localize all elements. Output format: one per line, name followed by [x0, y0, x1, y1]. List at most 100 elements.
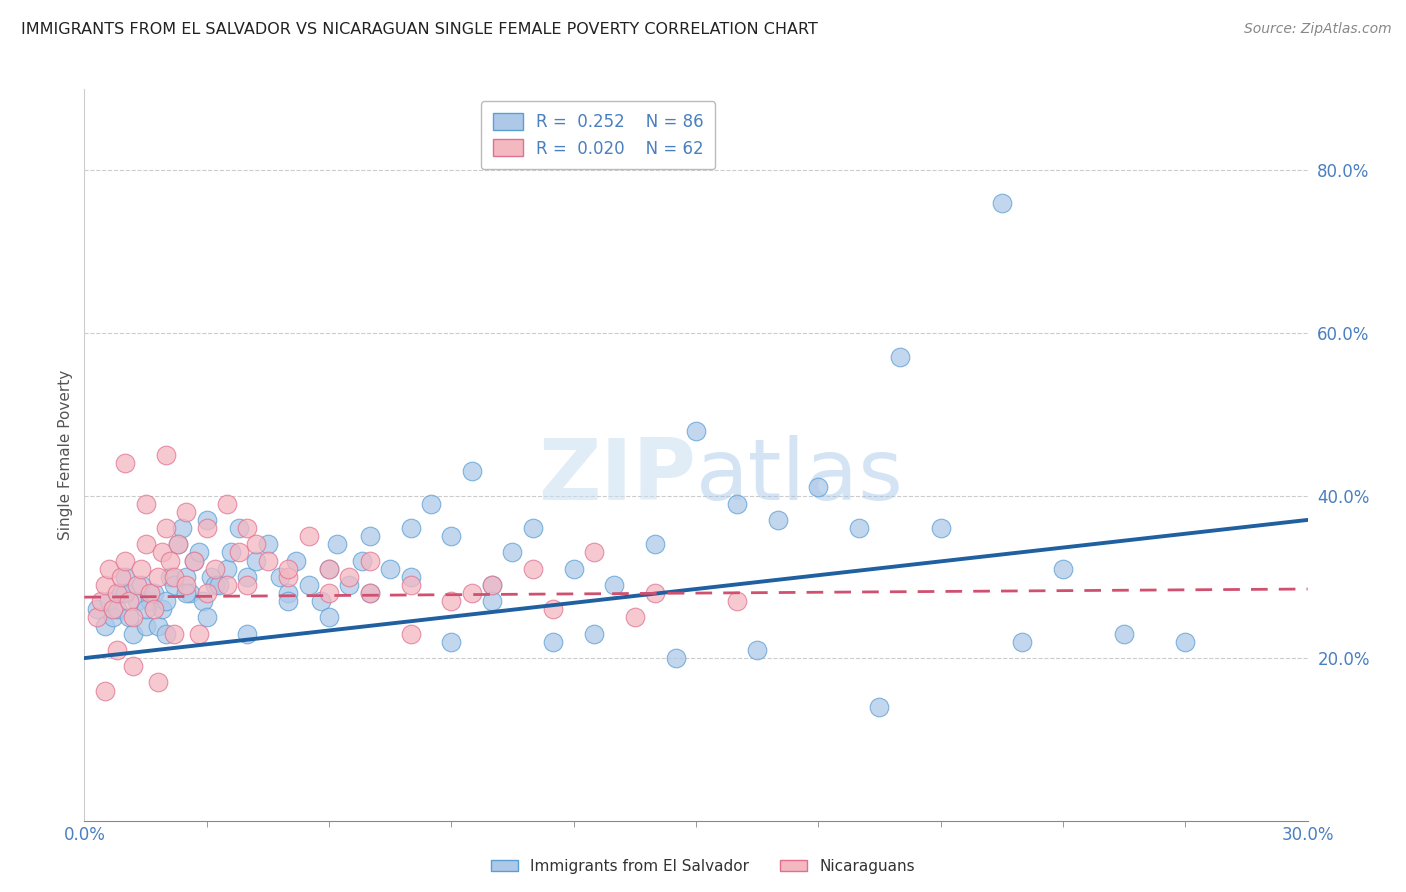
Point — [245, 537, 267, 551]
Point — [285, 553, 308, 567]
Point — [195, 610, 218, 624]
Point — [105, 643, 128, 657]
Point — [359, 529, 381, 543]
Point — [114, 586, 136, 600]
Point — [399, 626, 422, 640]
Point — [174, 578, 197, 592]
Point — [217, 562, 239, 576]
Legend: R =  0.252    N = 86, R =  0.020    N = 62: R = 0.252 N = 86, R = 0.020 N = 62 — [481, 101, 716, 169]
Point — [502, 545, 524, 559]
Text: ZIP: ZIP — [538, 435, 696, 518]
Point — [543, 635, 565, 649]
Point — [122, 626, 145, 640]
Point — [138, 586, 160, 600]
Point — [440, 594, 463, 608]
Point — [399, 578, 422, 592]
Point — [101, 602, 124, 616]
Point — [359, 553, 381, 567]
Point — [543, 602, 565, 616]
Point — [131, 578, 153, 592]
Point — [350, 553, 373, 567]
Point — [150, 602, 173, 616]
Point — [562, 562, 585, 576]
Point — [228, 521, 250, 535]
Point — [118, 594, 141, 608]
Point — [163, 578, 186, 592]
Y-axis label: Single Female Poverty: Single Female Poverty — [58, 370, 73, 540]
Point — [135, 537, 157, 551]
Point — [105, 602, 128, 616]
Point — [869, 699, 891, 714]
Point — [195, 521, 218, 535]
Point — [318, 562, 340, 576]
Point — [195, 586, 218, 600]
Point — [339, 578, 361, 592]
Point — [236, 626, 259, 640]
Point — [187, 545, 209, 559]
Point — [309, 594, 332, 608]
Point — [257, 553, 280, 567]
Point — [163, 626, 186, 640]
Point — [114, 570, 136, 584]
Point — [318, 586, 340, 600]
Point — [399, 570, 422, 584]
Point — [236, 521, 259, 535]
Point — [93, 618, 115, 632]
Point — [142, 586, 165, 600]
Point — [298, 529, 321, 543]
Point — [122, 659, 145, 673]
Point — [1011, 635, 1033, 649]
Point — [195, 513, 218, 527]
Point — [114, 553, 136, 567]
Point — [174, 570, 197, 584]
Point — [146, 570, 169, 584]
Point — [146, 675, 169, 690]
Point — [440, 529, 463, 543]
Point — [155, 521, 177, 535]
Point — [807, 480, 830, 494]
Point — [208, 578, 231, 592]
Point — [685, 424, 707, 438]
Point — [86, 610, 108, 624]
Point — [318, 562, 340, 576]
Point — [1174, 635, 1197, 649]
Point — [991, 196, 1014, 211]
Point — [277, 594, 299, 608]
Point — [174, 505, 197, 519]
Point — [217, 497, 239, 511]
Point — [440, 635, 463, 649]
Point — [326, 537, 349, 551]
Point — [150, 545, 173, 559]
Point — [179, 586, 201, 600]
Point — [766, 513, 789, 527]
Point — [105, 586, 128, 600]
Point — [183, 553, 205, 567]
Point — [929, 521, 952, 535]
Point — [318, 610, 340, 624]
Point — [269, 570, 291, 584]
Point — [257, 537, 280, 551]
Point — [583, 545, 606, 559]
Point — [163, 570, 186, 584]
Point — [122, 610, 145, 624]
Point — [339, 570, 361, 584]
Point — [90, 594, 112, 608]
Text: IMMIGRANTS FROM EL SALVADOR VS NICARAGUAN SINGLE FEMALE POVERTY CORRELATION CHAR: IMMIGRANTS FROM EL SALVADOR VS NICARAGUA… — [21, 22, 818, 37]
Point — [522, 521, 544, 535]
Point — [624, 610, 647, 624]
Point — [481, 594, 503, 608]
Point — [159, 570, 181, 584]
Point — [359, 586, 381, 600]
Point — [889, 351, 911, 365]
Point — [187, 626, 209, 640]
Point — [142, 602, 165, 616]
Point — [101, 610, 124, 624]
Point — [219, 545, 242, 559]
Point — [131, 562, 153, 576]
Legend: Immigrants from El Salvador, Nicaraguans: Immigrants from El Salvador, Nicaraguans — [485, 853, 921, 880]
Point — [277, 562, 299, 576]
Point — [204, 578, 226, 592]
Point — [644, 586, 666, 600]
Point — [172, 521, 194, 535]
Point — [399, 521, 422, 535]
